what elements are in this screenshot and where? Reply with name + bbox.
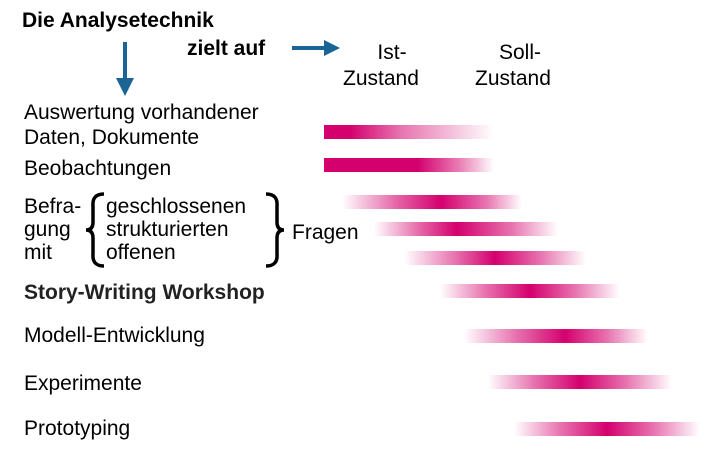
beobachtungen-label: Beobachtungen — [24, 157, 172, 180]
auswertung-label-line2: Daten, Dokumente — [24, 126, 200, 149]
down-arrow-icon — [116, 42, 134, 96]
bar-strukturierten — [374, 222, 558, 236]
bar-offenen — [404, 251, 586, 265]
bar-prototyping — [514, 422, 700, 436]
right-brace — [265, 192, 285, 268]
diagram-title: Die Analysetechnik — [22, 9, 214, 32]
befragung-label-1: Befra- — [24, 195, 82, 218]
prototyping-label: Prototyping — [24, 417, 131, 440]
offenen-label: offenen — [106, 241, 176, 264]
story-writing-label: Story-Writing Workshop — [24, 281, 265, 304]
bar-story-writing — [440, 284, 620, 298]
befragung-label-2: gung — [24, 218, 71, 241]
befragung-label-3: mit — [24, 241, 52, 264]
geschlossenen-label: geschlossenen — [106, 195, 247, 218]
ist-label-line1: Ist- — [377, 41, 407, 64]
strukturierten-label: strukturierten — [106, 218, 229, 241]
bar-beobachtungen — [324, 158, 494, 172]
fragen-label: Fragen — [292, 221, 359, 244]
auswertung-label-line1: Auswertung vorhandener — [24, 101, 259, 124]
aims-label: zielt auf — [187, 37, 266, 60]
left-brace — [85, 192, 105, 268]
soll-label-line1: Soll- — [498, 41, 541, 64]
modell-label: Modell-Entwicklung — [24, 324, 205, 347]
bar-experimente — [488, 375, 672, 389]
soll-label-line2: Zustand — [475, 67, 551, 90]
bar-modell — [464, 329, 648, 343]
bar-geschlossenen — [342, 195, 522, 209]
right-arrow-icon — [292, 40, 340, 56]
bar-auswertung — [324, 125, 494, 139]
ist-label-line2: Zustand — [343, 67, 419, 90]
experimente-label: Experimente — [24, 372, 142, 395]
